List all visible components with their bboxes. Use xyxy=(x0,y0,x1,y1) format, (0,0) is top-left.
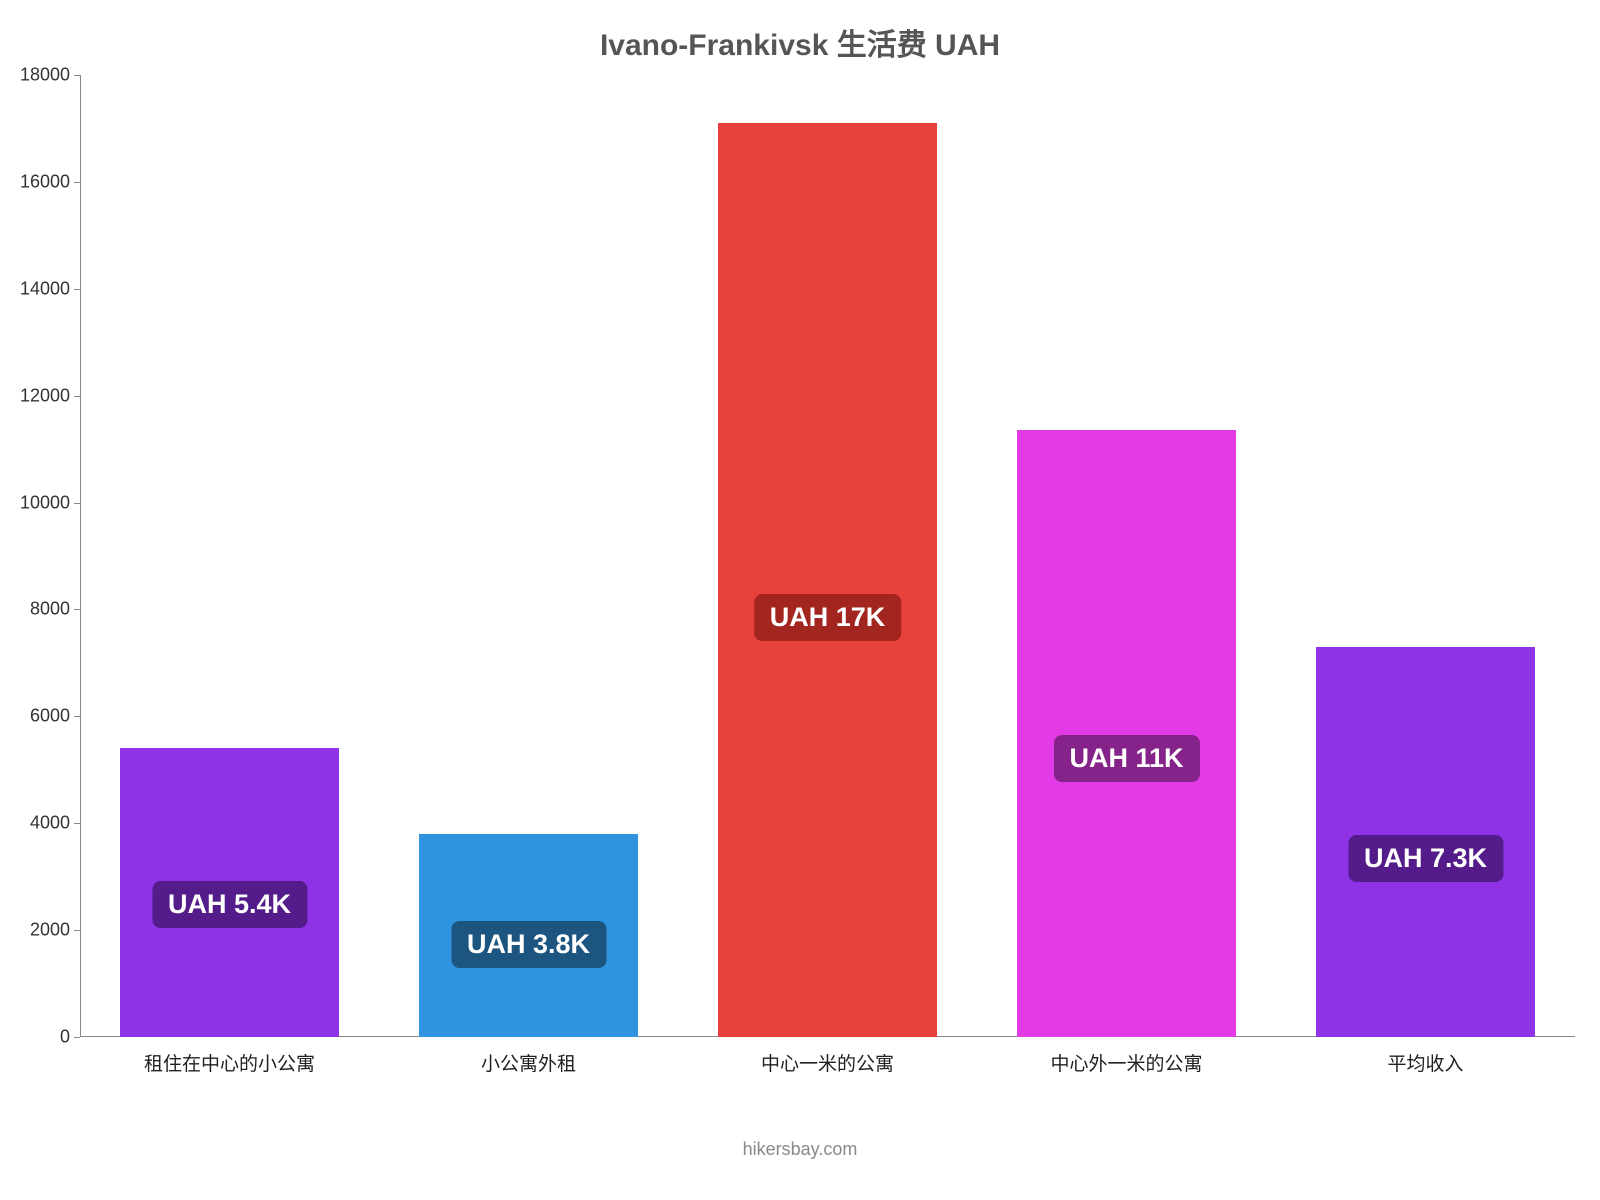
y-tick-label: 10000 xyxy=(20,492,80,513)
y-tick-label: 12000 xyxy=(20,385,80,406)
footer-attribution: hikersbay.com xyxy=(0,1139,1600,1160)
chart-title: Ivano-Frankivsk 生活费 UAH xyxy=(0,20,1600,64)
bar xyxy=(1017,430,1235,1037)
value-badge: UAH 7.3K xyxy=(1348,835,1503,882)
chart-container: Ivano-Frankivsk 生活费 UAH 0200040006000800… xyxy=(0,0,1600,1200)
bar xyxy=(718,123,936,1037)
y-tick-mark xyxy=(74,503,80,504)
y-tick-mark xyxy=(74,609,80,610)
y-tick-mark xyxy=(74,396,80,397)
y-tick-mark xyxy=(74,1037,80,1038)
x-tick-label: 中心一米的公寓 xyxy=(761,1037,894,1076)
y-tick-label: 2000 xyxy=(30,920,80,941)
y-tick-mark xyxy=(74,182,80,183)
x-tick-label: 小公寓外租 xyxy=(481,1037,576,1076)
value-badge: UAH 11K xyxy=(1053,735,1199,782)
y-tick-label: 4000 xyxy=(30,813,80,834)
y-tick-label: 16000 xyxy=(20,171,80,192)
y-tick-mark xyxy=(74,823,80,824)
value-badge: UAH 3.8K xyxy=(451,921,606,968)
y-tick-label: 8000 xyxy=(30,599,80,620)
x-tick-label: 租住在中心的小公寓 xyxy=(144,1037,315,1076)
y-tick-mark xyxy=(74,930,80,931)
y-tick-label: 14000 xyxy=(20,278,80,299)
y-tick-label: 18000 xyxy=(20,65,80,86)
y-tick-mark xyxy=(74,716,80,717)
value-badge: UAH 17K xyxy=(754,594,902,641)
x-tick-label: 中心外一米的公寓 xyxy=(1050,1037,1202,1076)
y-axis-line xyxy=(80,75,81,1037)
plot-area: 0200040006000800010000120001400016000180… xyxy=(80,75,1575,1037)
x-tick-label: 平均收入 xyxy=(1387,1037,1463,1076)
value-badge: UAH 5.4K xyxy=(152,881,307,928)
y-tick-label: 6000 xyxy=(30,706,80,727)
y-tick-mark xyxy=(74,289,80,290)
y-tick-mark xyxy=(74,75,80,76)
